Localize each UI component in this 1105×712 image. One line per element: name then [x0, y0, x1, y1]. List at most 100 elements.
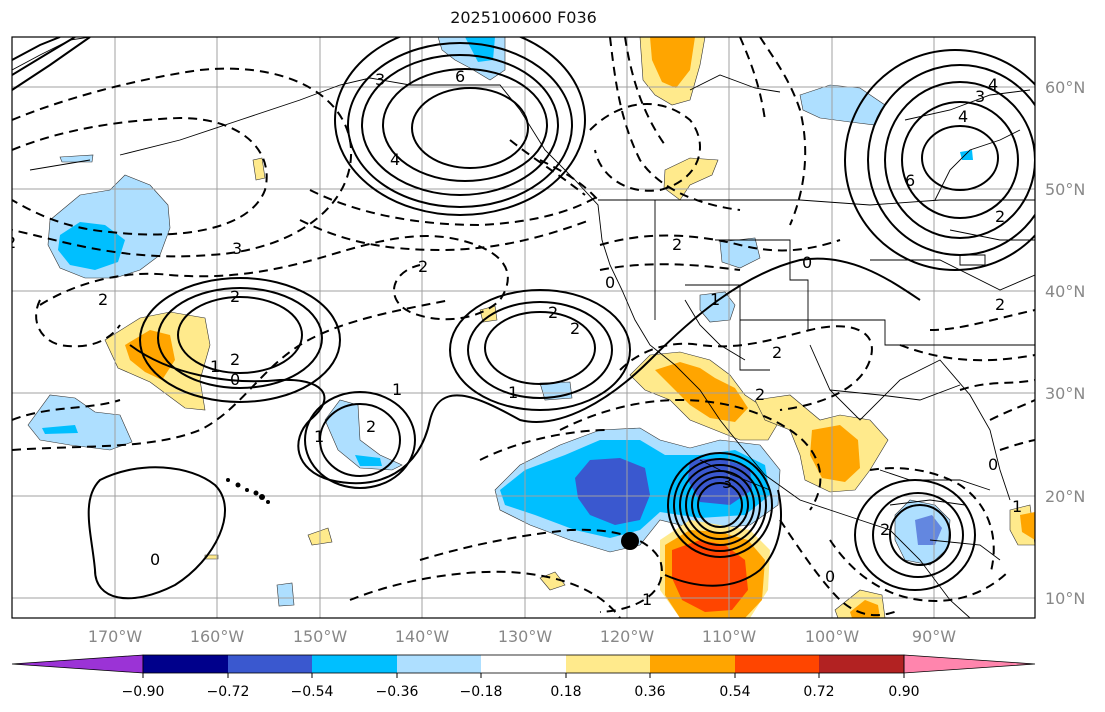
lon-label-120w: 120°W	[600, 627, 655, 646]
clabel-central-2: 2	[418, 257, 428, 276]
clabel-hawaii-1: 1	[314, 427, 324, 446]
lat-label-20n: 20°N	[1045, 487, 1085, 506]
shade-blue-hawaii-west	[27, 394, 133, 451]
clabel-nevada-1: 1	[710, 290, 720, 309]
colorbar-segment-9	[819, 655, 904, 673]
contours-dashed	[12, 37, 1035, 618]
coastlines	[12, 37, 1035, 618]
colorbar-tick--0.72: −0.72	[207, 684, 250, 700]
shaded-fields	[27, 37, 1035, 618]
storm-center-marker	[621, 532, 639, 550]
clabel-alaska-4: 4	[390, 150, 400, 169]
clabel-eastpac-2: 2	[548, 303, 558, 322]
clabel-alaska-3: 3	[375, 70, 385, 89]
clabel-eastpac-2b: 2	[570, 319, 580, 338]
lon-label-90w: 90°W	[912, 627, 956, 646]
clabel-alaska-6: 6	[455, 67, 465, 86]
clabel-cyclone-0: 0	[150, 550, 160, 569]
clabel-plains-0b: 0	[802, 253, 812, 272]
shade-orange-south	[850, 600, 880, 618]
clabel-westpac-low2: 2	[98, 290, 108, 309]
lon-label-100w: 100°W	[805, 627, 860, 646]
shade-blue-nevada	[699, 291, 736, 323]
shade-royal-cyclone	[688, 458, 752, 505]
clabel-westpac-1: 1	[210, 357, 220, 376]
shade-cyan-caribbean	[915, 515, 942, 545]
colorbar-segment-5	[481, 655, 566, 673]
lat-label-40n: 40°N	[1045, 282, 1085, 301]
lon-label-170w: 170°W	[88, 627, 143, 646]
colorbar-tick-0.54: 0.54	[719, 684, 750, 700]
clabel-cyclone-3: 3	[722, 473, 732, 492]
shade-blue-hawaii	[324, 399, 403, 471]
colorbar-max-extend	[903, 654, 1036, 674]
shade-yellow-small2	[252, 157, 266, 181]
shade-orange-canada	[650, 37, 695, 88]
lat-label-60n: 60°N	[1045, 78, 1085, 97]
clabel-south-1: 1	[642, 590, 652, 609]
shade-orange-east	[1020, 512, 1035, 540]
clabel-gulf-2: 2	[880, 520, 890, 539]
clabel-southwest-0: 0	[825, 567, 835, 586]
lon-label-160w: 160°W	[190, 627, 245, 646]
lat-label-50n: 50°N	[1045, 180, 1085, 199]
colorbar-segment-1	[143, 655, 228, 673]
longitude-axis: 170°W 160°W 150°W 140°W 130°W 120°W 110°…	[88, 627, 956, 646]
shade-orange-west	[125, 330, 175, 380]
clabel-westpac-2b: 2	[230, 350, 240, 369]
colorbar-tick-0.36: 0.36	[634, 684, 665, 700]
colorbar-tick-0.72: 0.72	[803, 684, 834, 700]
lon-label-110w: 110°W	[702, 627, 757, 646]
clabel-atlantic-6: 6	[905, 171, 915, 190]
lon-label-150w: 150°W	[293, 627, 348, 646]
clabel-atlantic-3: 3	[975, 87, 985, 106]
lon-label-140w: 140°W	[395, 627, 450, 646]
colorbar-tick--0.54: −0.54	[291, 684, 334, 700]
clabel-hawaii-1b: 1	[392, 380, 402, 399]
shade-blue-plains	[719, 237, 761, 269]
clabel-westpac-0: 0	[230, 370, 240, 389]
colorbar-tick--0.36: −0.36	[376, 684, 419, 700]
shade-cyan-hawaii-west	[42, 425, 78, 434]
colorbar-tick--0.90: −0.90	[122, 684, 165, 700]
shade-cyan-west	[58, 222, 125, 270]
map-title: 2025100600 F036	[450, 8, 597, 27]
shade-orange-gulf	[810, 425, 860, 482]
contour-labels: 6 4 3 6 4 4 3 2 2 1 0 3 2 2 2 2 1 2 1 1 …	[6, 67, 1022, 609]
clabel-east-2: 2	[995, 207, 1005, 226]
contours-solid	[12, 37, 1035, 600]
lat-label-30n: 30°N	[1045, 384, 1085, 403]
shade-royal-eastpac	[575, 458, 650, 525]
colorbar-min-extend	[11, 654, 144, 674]
clabel-atlantic-4: 4	[958, 107, 968, 126]
colorbar-tick--0.18: −0.18	[460, 684, 503, 700]
lat-label-10n: 10°N	[1045, 589, 1085, 608]
clabel-mexico-2: 2	[772, 343, 782, 362]
islands	[226, 478, 639, 550]
shade-cyan-atlantic	[960, 150, 973, 160]
shade-blue-small2	[276, 582, 295, 607]
clabel-south-0: 0	[988, 455, 998, 474]
colorbar-segment-2	[228, 655, 312, 673]
clabel-edge-2: 2	[6, 233, 16, 252]
clabel-gulf-1: 1	[1012, 497, 1022, 516]
lon-label-130w: 130°W	[498, 627, 553, 646]
clabel-atlantic-4b: 4	[988, 75, 998, 94]
colorbar-tick-0.90: 0.90	[888, 684, 919, 700]
colorbar-segment-4	[397, 655, 481, 673]
clabel-westpac-low3: 3	[232, 239, 242, 258]
latitude-axis: 60°N 50°N 40°N 30°N 20°N 10°N	[1045, 78, 1085, 608]
clabel-plains-0: 0	[605, 273, 615, 292]
colorbar-tick-0.18: 0.18	[550, 684, 581, 700]
colorbar: −0.90 −0.72 −0.54 −0.36 −0.18 0.18 0.36 …	[11, 654, 1036, 700]
clabel-hawaii-2: 2	[366, 417, 376, 436]
clabel-mexico-2b: 2	[755, 385, 765, 404]
map-panel: 6 4 3 6 4 4 3 2 2 1 0 3 2 2 2 2 1 2 1 1 …	[6, 37, 1035, 618]
shade-cyan-hawaii	[355, 455, 382, 466]
shade-cyan-small	[59, 154, 94, 163]
clabel-west-2: 2	[995, 295, 1005, 314]
colorbar-segment-8	[735, 655, 819, 673]
clabel-eastpac-1: 1	[508, 383, 518, 402]
clabel-westpac-2: 2	[230, 287, 240, 306]
